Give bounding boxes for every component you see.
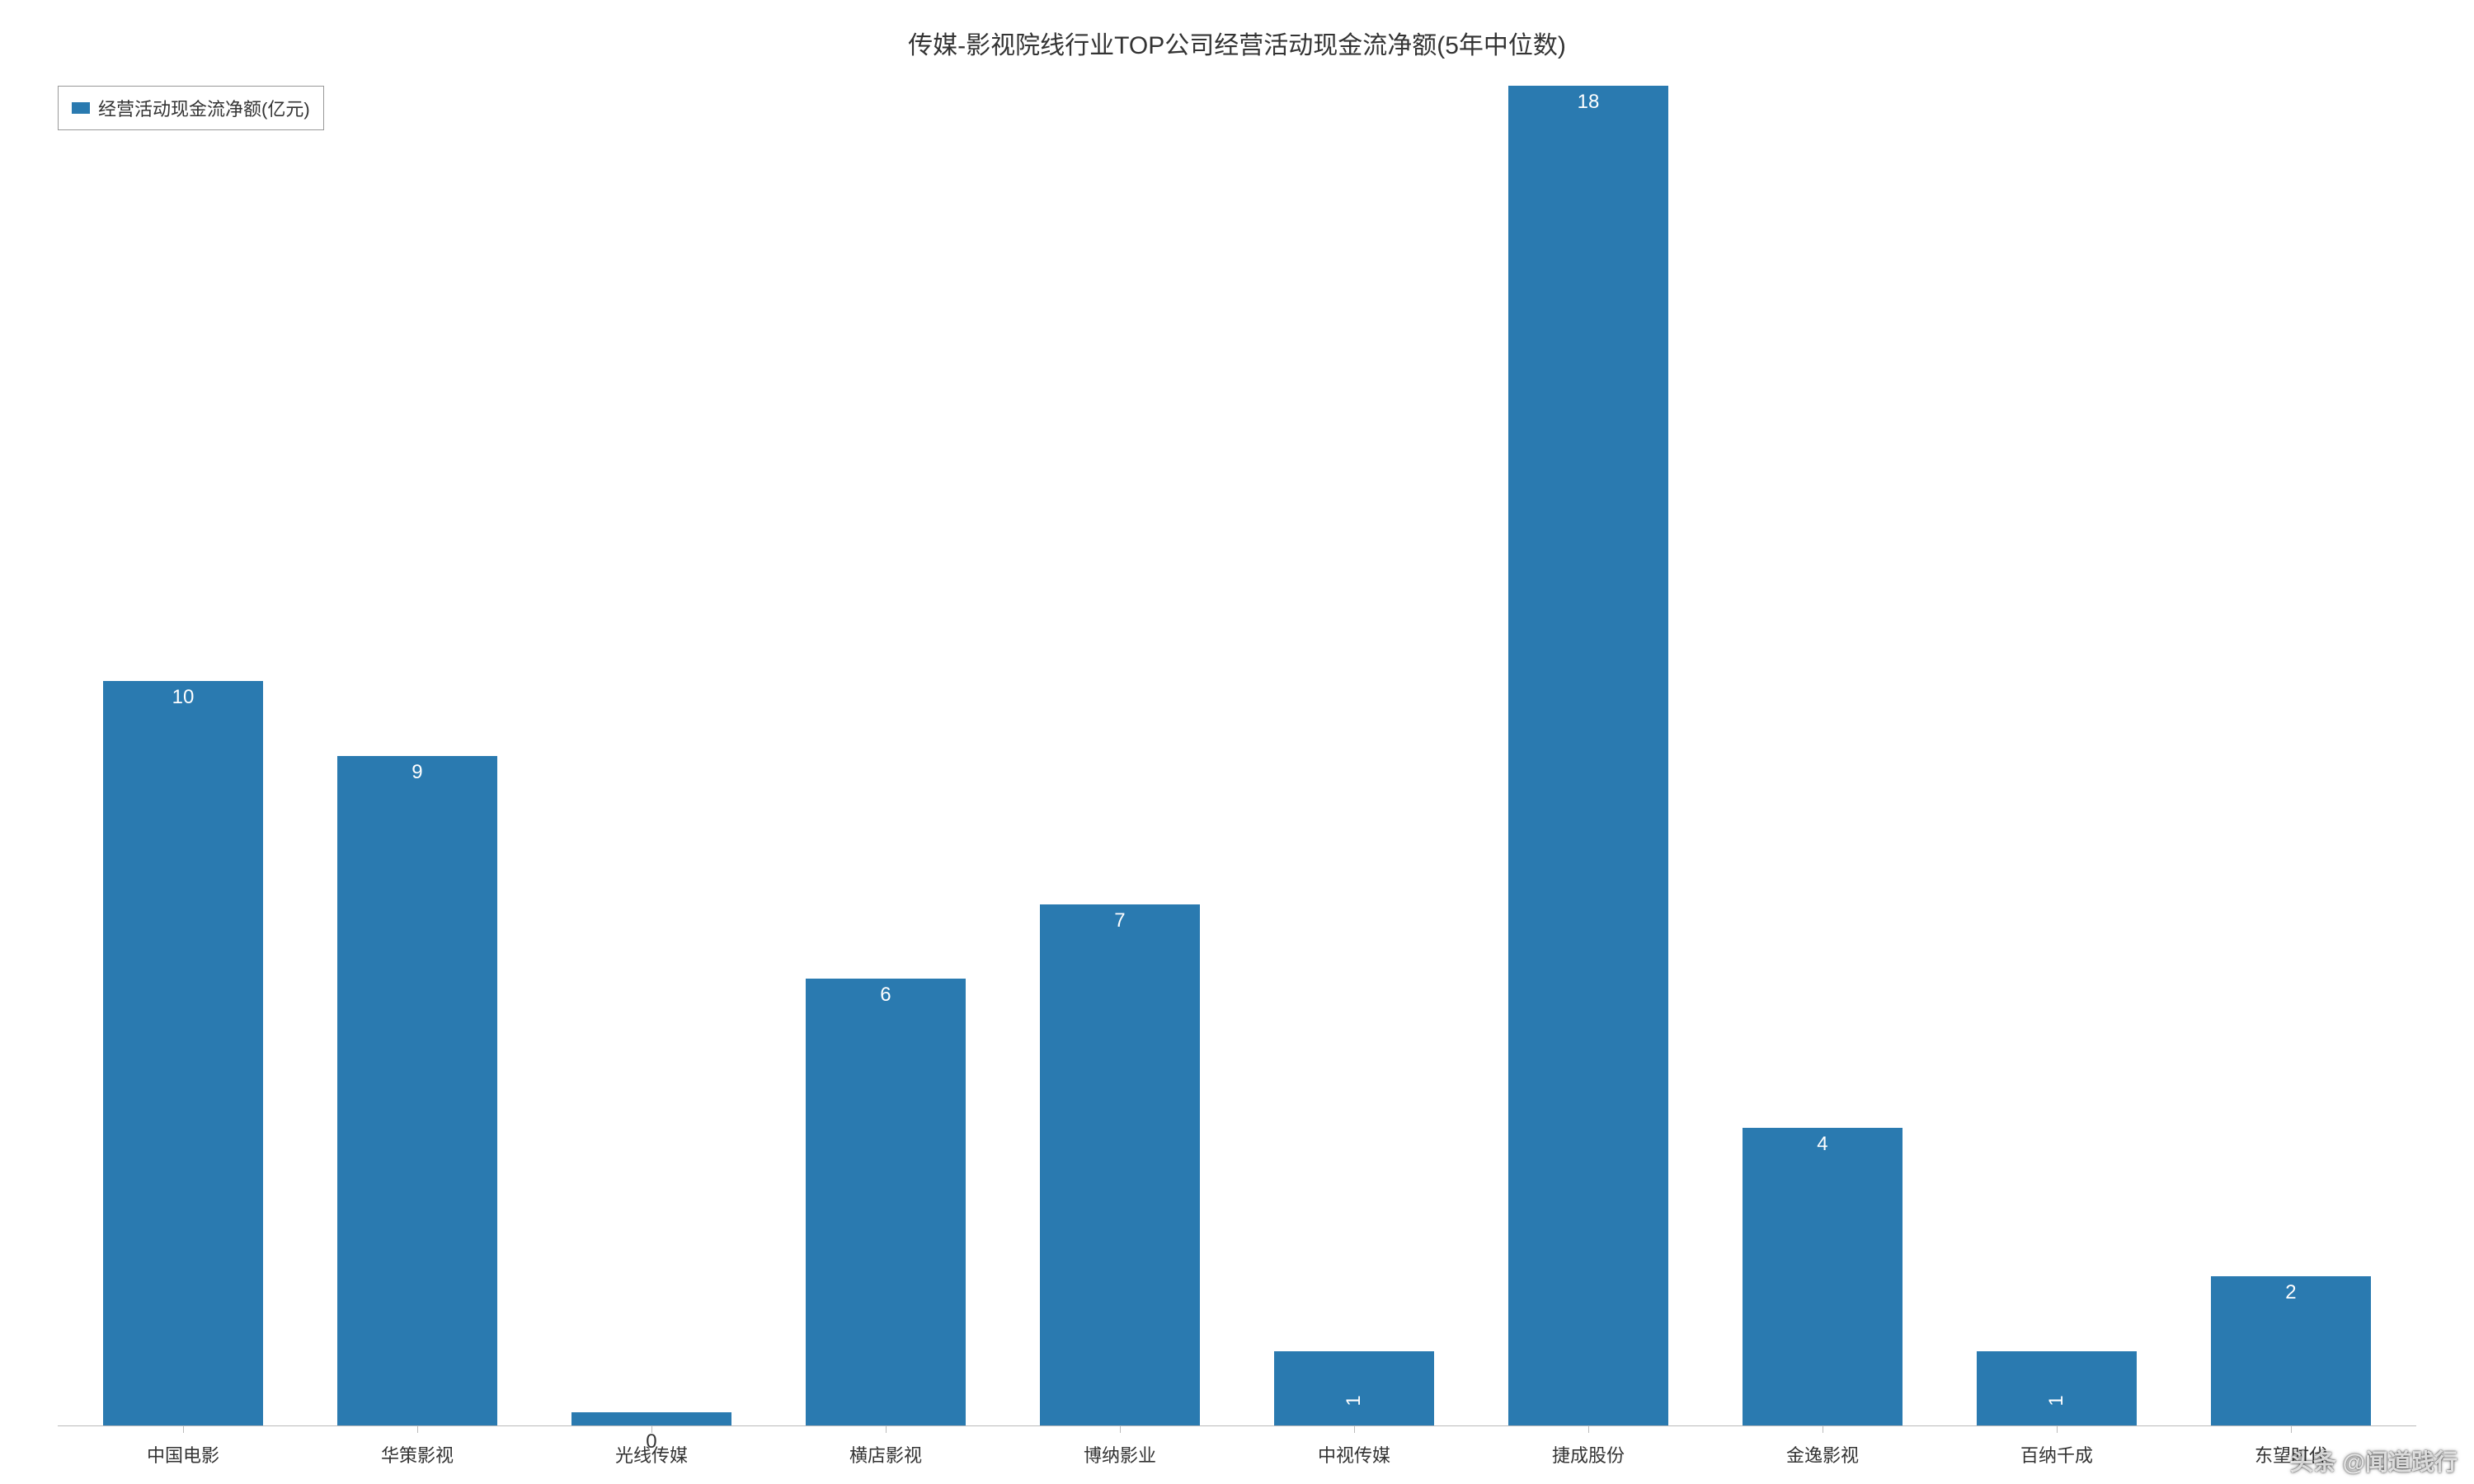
bar-slot: 10	[66, 86, 300, 1425]
x-label: 百纳千成	[1940, 1441, 2174, 1468]
bar-value-label: 10	[172, 686, 195, 709]
bar-value-label: 4	[1817, 1133, 1827, 1156]
bar-value-label: 18	[1578, 91, 1600, 114]
bar: 18	[1508, 86, 1667, 1425]
bar-slot: 1	[1237, 86, 1471, 1425]
x-tick: 横店影视	[769, 1441, 1003, 1468]
x-label: 捷成股份	[1471, 1441, 1705, 1468]
bar: 1	[1274, 1351, 1433, 1425]
x-tick: 光线传媒	[534, 1441, 769, 1468]
x-label: 中国电影	[66, 1441, 300, 1468]
x-label: 东望时代	[2174, 1441, 2408, 1468]
plot-row: 经营活动现金流净额(亿元) 10 9 0 6 7 1 18 4 1 2 中国电影华策影视光线传媒横…	[41, 86, 2433, 1468]
bar: 9	[337, 756, 496, 1426]
legend: 经营活动现金流净额(亿元)	[58, 86, 324, 130]
legend-swatch	[72, 102, 90, 114]
bar-slot: 7	[1003, 86, 1237, 1425]
legend-label: 经营活动现金流净额(亿元)	[98, 95, 310, 121]
x-label: 华策影视	[300, 1441, 534, 1468]
chart-container: 传媒-影视院线行业TOP公司经营活动现金流净额(5年中位数) 经营活动现金流净额…	[41, 25, 2433, 1468]
x-label: 博纳影业	[1003, 1441, 1237, 1468]
x-label: 横店影视	[769, 1441, 1003, 1468]
x-label: 金逸影视	[1705, 1441, 1940, 1468]
bar-value-label: 9	[412, 761, 422, 784]
x-label: 中视传媒	[1237, 1441, 1471, 1468]
x-label: 光线传媒	[534, 1441, 769, 1468]
bar-slot: 0	[534, 86, 769, 1425]
x-tick: 东望时代	[2174, 1441, 2408, 1468]
bar-slot: 18	[1471, 86, 1705, 1425]
x-tick: 华策影视	[300, 1441, 534, 1468]
x-tick: 中国电影	[66, 1441, 300, 1468]
bar-slot: 2	[2174, 86, 2408, 1425]
bar: 0	[571, 1412, 731, 1425]
chart-title: 传媒-影视院线行业TOP公司经营活动现金流净额(5年中位数)	[41, 25, 2433, 61]
bar-value-label: 1	[1343, 1395, 1366, 1406]
bar: 1	[1977, 1351, 2136, 1425]
x-tick: 中视传媒	[1237, 1441, 1471, 1468]
bar: 6	[806, 979, 965, 1425]
bar: 10	[103, 681, 262, 1425]
bar-value-label: 1	[2045, 1395, 2068, 1406]
bar-slot: 4	[1705, 86, 1940, 1425]
bar-value-label: 2	[2285, 1281, 2296, 1304]
bar: 4	[1743, 1128, 1902, 1425]
x-axis: 中国电影华策影视光线传媒横店影视博纳影业中视传媒捷成股份金逸影视百纳千成东望时代	[58, 1441, 2416, 1468]
x-tick: 金逸影视	[1705, 1441, 1940, 1468]
bar-slot: 1	[1940, 86, 2174, 1425]
bar-value-label: 6	[880, 984, 891, 1007]
x-tick: 百纳千成	[1940, 1441, 2174, 1468]
bar: 7	[1040, 904, 1199, 1425]
x-tick: 博纳影业	[1003, 1441, 1237, 1468]
bar-value-label: 7	[1114, 909, 1125, 932]
x-tick: 捷成股份	[1471, 1441, 1705, 1468]
bar: 2	[2211, 1276, 2370, 1425]
bar-slot: 9	[300, 86, 534, 1425]
bar-slot: 6	[769, 86, 1003, 1425]
plot-area: 10 9 0 6 7 1 18 4 1 2	[58, 86, 2416, 1426]
